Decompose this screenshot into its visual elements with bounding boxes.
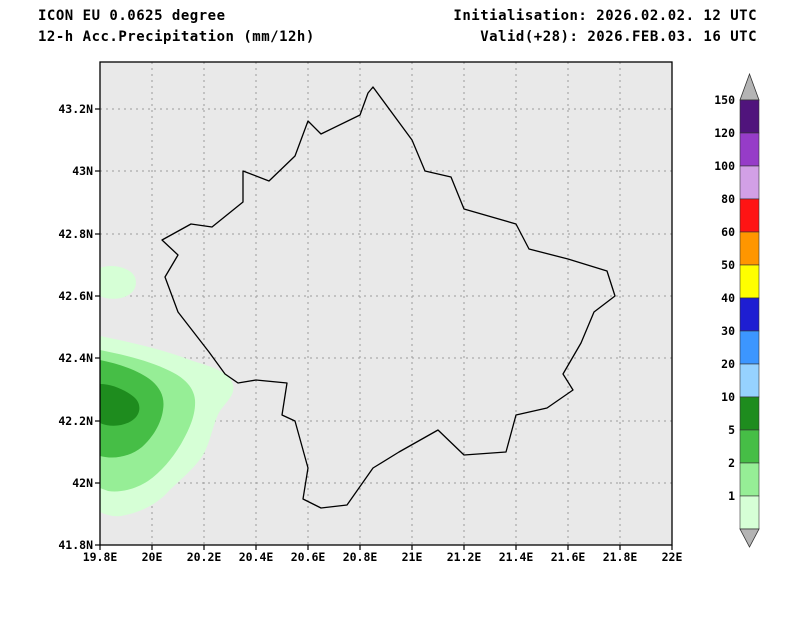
- colorbar-segment-2-5: [739, 429, 760, 464]
- colorbar-label: 50: [721, 258, 735, 272]
- plot-frame: [99, 61, 673, 546]
- colorbar-segment-60-80: [739, 198, 760, 233]
- y-tick-label: 43.2N: [58, 102, 93, 116]
- colorbar-overflow-bottom-triangle: [739, 528, 760, 548]
- y-tick-label: 42.4N: [58, 351, 93, 365]
- colorbar-segment-10-20: [739, 363, 760, 398]
- precip-area-5: [100, 384, 140, 426]
- y-tick-label: 42.8N: [58, 227, 93, 241]
- colorbar-label: 40: [721, 291, 735, 305]
- x-tick-label: 20.8E: [343, 550, 378, 564]
- header-model-name: ICON EU 0.0625 degree: [38, 8, 226, 24]
- header-initialisation: Initialisation: 2026.02.02. 12 UTC: [453, 8, 757, 24]
- map-plot-area: 19.8E 20E 20.2E 20.4E 20.6E 20.8E 21E 21…: [58, 61, 683, 564]
- colorbar-segment-80-100: [739, 165, 760, 200]
- y-tick-label: 43N: [72, 164, 93, 178]
- x-tick-label: 19.8E: [83, 550, 118, 564]
- x-tick-label: 21.8E: [603, 550, 638, 564]
- colorbar-segment-50-60: [739, 231, 760, 266]
- colorbar-label: 1: [728, 489, 735, 503]
- colorbar-label: 20: [721, 357, 735, 371]
- country-border-kosovo: [161, 86, 616, 509]
- colorbar-segment-5-10: [739, 396, 760, 431]
- x-axis-labels: 19.8E 20E 20.2E 20.4E 20.6E 20.8E 21E 21…: [83, 550, 683, 564]
- colorbar-segment-20-30: [739, 330, 760, 365]
- x-tick-label: 22E: [662, 550, 683, 564]
- colorbar-label: 60: [721, 225, 735, 239]
- header-product-name: 12-h Acc.Precipitation (mm/12h): [38, 29, 315, 45]
- y-tick-label: 42N: [72, 476, 93, 490]
- colorbar-segment-30-40: [739, 297, 760, 332]
- colorbar-label: 80: [721, 192, 735, 206]
- grid-lines: [100, 62, 672, 545]
- header-valid-time: Valid(+28): 2026.FEB.03. 16 UTC: [480, 29, 757, 45]
- x-tick-label: 21.6E: [551, 550, 586, 564]
- colorbar-label: 120: [714, 126, 735, 140]
- precipitation-shading: [100, 265, 234, 517]
- x-tick-label: 21.2E: [447, 550, 482, 564]
- colorbar-label: 100: [714, 159, 735, 173]
- colorbar-label: 10: [721, 390, 735, 404]
- precip-area-small-lt1: [100, 265, 136, 299]
- colorbar-labels: 150 120 100 80 60 50 40 30 20 10 5 2 1: [714, 93, 735, 503]
- colorbar-segment-1-2: [739, 462, 760, 497]
- colorbar-label: 30: [721, 324, 735, 338]
- colorbar-segment-100-120: [739, 132, 760, 167]
- y-tick-label: 41.8N: [58, 538, 93, 552]
- x-tick-label: 20.6E: [291, 550, 326, 564]
- x-tick-label: 21E: [402, 550, 423, 564]
- colorbar-overflow-top-triangle: [739, 72, 760, 101]
- colorbar-label: 2: [728, 456, 735, 470]
- colorbar-segment-40-50: [739, 264, 760, 299]
- x-tick-label: 20E: [142, 550, 163, 564]
- colorbar-segment-lt-1: [739, 495, 760, 530]
- y-axis-labels: 43.2N 43N 42.8N 42.6N 42.4N 42.2N 42N 41…: [58, 102, 93, 552]
- colorbar: 150 120 100 80 60 50 40 30 20 10 5 2 1: [714, 72, 760, 548]
- x-tick-label: 20.4E: [239, 550, 274, 564]
- x-tick-label: 20.2E: [187, 550, 222, 564]
- x-tick-label: 21.4E: [499, 550, 534, 564]
- y-tick-label: 42.6N: [58, 289, 93, 303]
- axis-tick-marks: [95, 108, 673, 550]
- y-tick-label: 42.2N: [58, 414, 93, 428]
- colorbar-label: 5: [728, 423, 735, 437]
- colorbar-segment-120-150: [739, 99, 760, 134]
- colorbar-label: 150: [714, 93, 735, 107]
